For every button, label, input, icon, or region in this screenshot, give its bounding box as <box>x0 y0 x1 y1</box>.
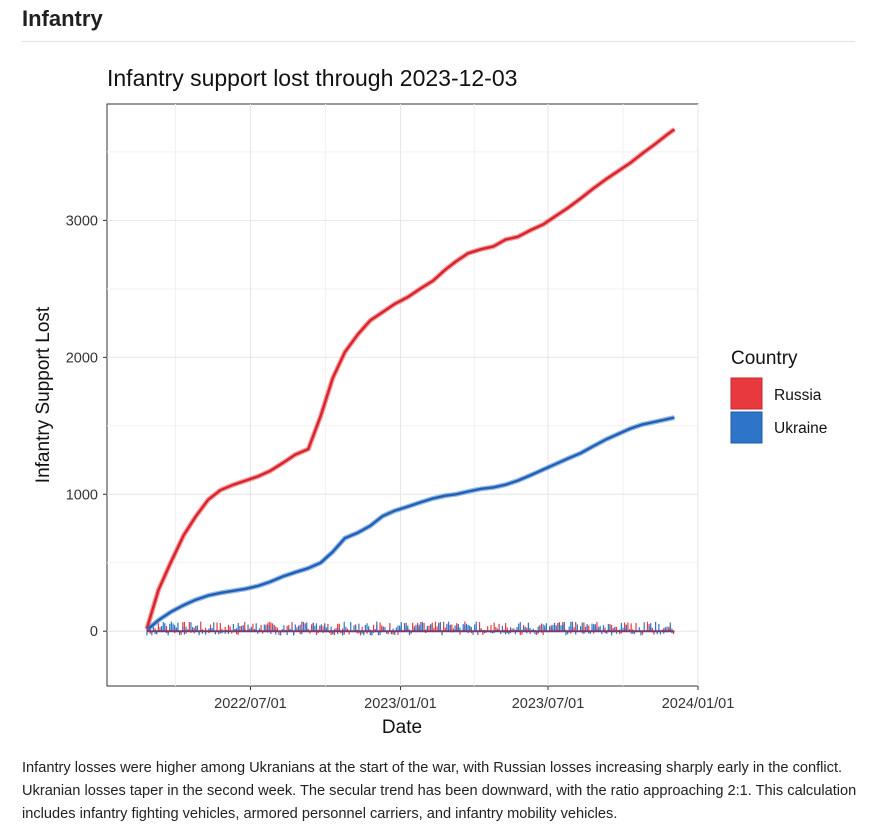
x-tick-label: 2024/01/01 <box>662 696 735 712</box>
y-axis-title: Infantry Support Lost <box>33 306 54 483</box>
x-tick-label: 2023/01/01 <box>364 696 437 712</box>
y-tick-label: 3000 <box>66 213 98 229</box>
y-tick-label: 1000 <box>66 487 98 503</box>
axis-layer: 2022/07/01 2023/01/01 2023/07/01 2024/01/01… <box>66 213 735 712</box>
plot-panel <box>106 103 699 687</box>
grid-minor <box>107 104 698 686</box>
infantry-chart: 2022/07/01 2023/01/01 2023/07/01 2024/01/01… <box>33 65 827 738</box>
legend: Country Russia Ukraine <box>730 348 827 444</box>
y-tick-label: 2000 <box>66 350 98 366</box>
series-layer <box>144 127 676 632</box>
daily-losses-layer <box>146 621 675 636</box>
x-tick-label: 2023/07/01 <box>512 696 585 712</box>
section-heading: Infantry <box>22 6 103 31</box>
legend-label-russia: Russia <box>774 387 822 404</box>
chart-title: Infantry support lost through 2023-12-03 <box>107 65 517 91</box>
legend-key-ukraine <box>730 411 763 444</box>
legend-key-russia <box>730 377 763 410</box>
x-tick-label: 2022/07/01 <box>214 696 287 712</box>
series-line-ukraine <box>146 416 675 631</box>
series-line-russia <box>145 128 676 629</box>
chart-caption: Infantry losses were higher among Ukrani… <box>22 760 857 822</box>
y-tick-label: 0 <box>90 624 98 640</box>
heading-divider <box>22 41 855 42</box>
legend-label-ukraine: Ukraine <box>774 420 827 437</box>
x-axis-title: Date <box>382 717 422 738</box>
legend-title: Country <box>731 348 798 369</box>
